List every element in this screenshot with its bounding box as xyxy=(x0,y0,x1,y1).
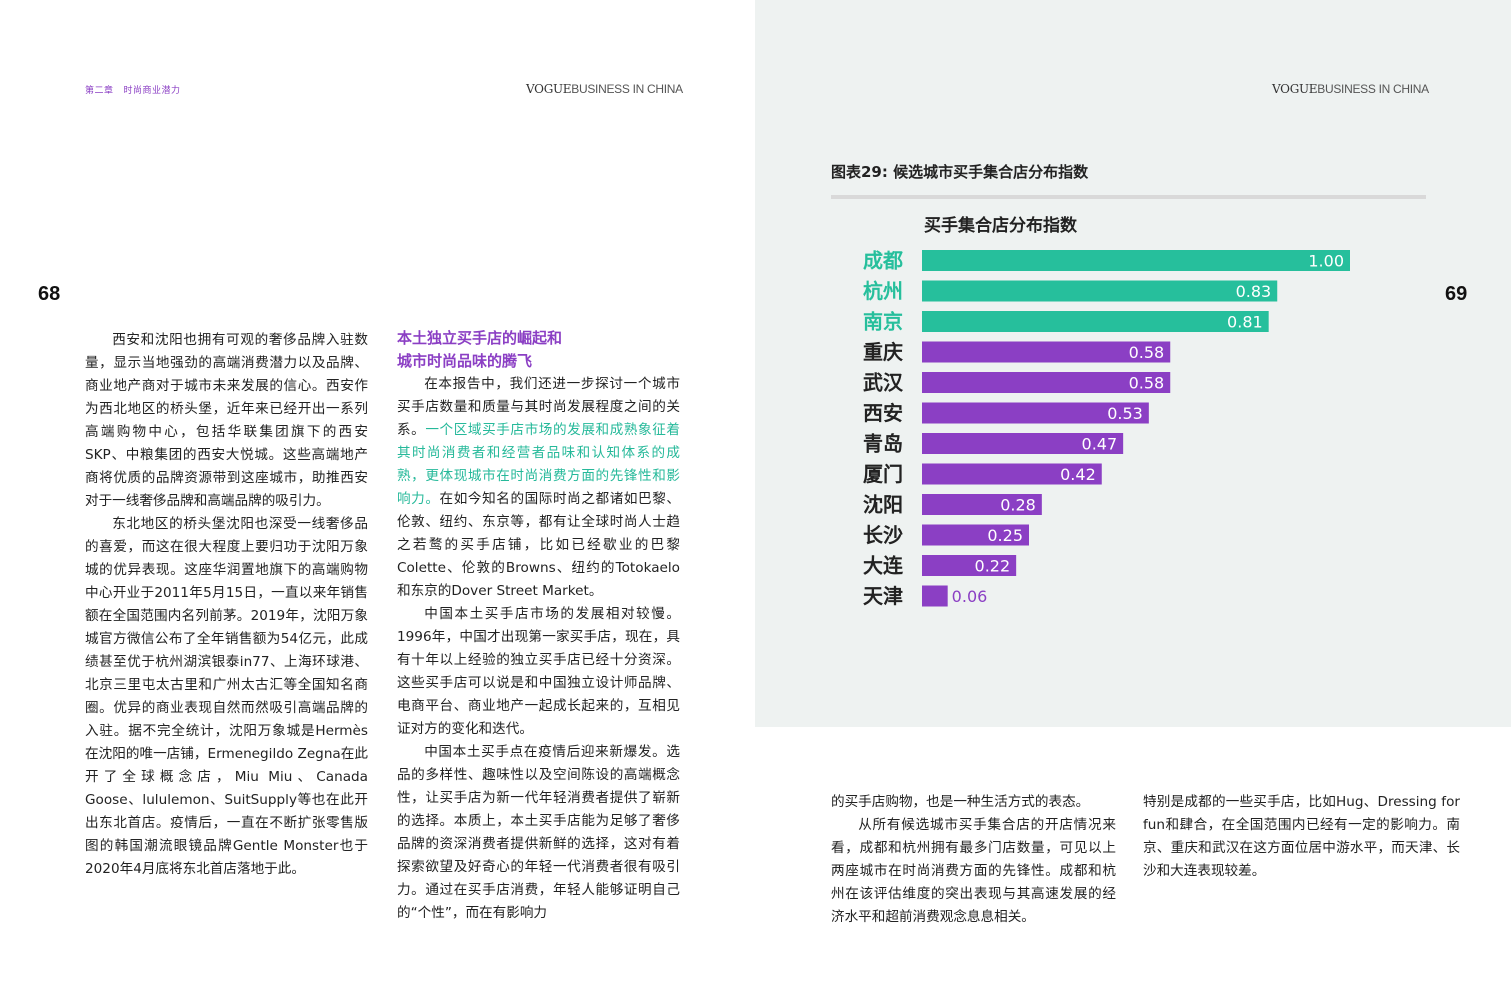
category-label: 青岛 xyxy=(863,432,903,456)
paragraph: 西安和沈阳也拥有可观的奢侈品牌入驻数量，显示当地强劲的高端消费潜力以及品牌、商业… xyxy=(85,332,368,509)
figure-title: 图表29: 候选城市买手集合店分布指数 xyxy=(831,163,1089,181)
figure-divider xyxy=(831,195,1426,199)
page-number-left: 68 xyxy=(38,283,61,305)
category-label: 成都 xyxy=(863,249,903,273)
bar xyxy=(922,524,1029,546)
category-label: 大连 xyxy=(863,554,904,578)
category-label: 沈阳 xyxy=(863,493,903,517)
value-label: 0.58 xyxy=(1129,374,1165,393)
paragraph: 从所有候选城市买手集合店的开店情况来看，成都和杭州拥有最多门店数量，可见以上两座… xyxy=(831,817,1116,925)
value-label: 0.81 xyxy=(1227,313,1263,332)
paragraph: 中国本土买手店市场的发展相对较慢。1996年，中国才出现第一家买手店，现在，具有… xyxy=(397,606,680,737)
category-label: 南京 xyxy=(863,310,903,334)
bar xyxy=(922,280,1278,302)
figure-panel-background xyxy=(755,0,1511,727)
bar xyxy=(922,402,1149,424)
value-label: 0.58 xyxy=(1129,343,1165,362)
value-label: 0.06 xyxy=(952,587,988,606)
page-number-right: 69 xyxy=(1445,283,1468,305)
category-label: 厦门 xyxy=(863,462,903,486)
masthead-left: VOGUEBUSINESS IN CHINA xyxy=(526,82,683,96)
chapter-label: 第二章 时尚商业潜力 xyxy=(85,83,191,96)
subheading-line: 本土独立买手店的崛起和 xyxy=(397,329,563,347)
paragraph: 东北地区的桥头堡沈阳也深受一线奢侈品的喜爱，而这在很大程度上要归功于沈阳万象城的… xyxy=(85,516,368,877)
category-label: 重庆 xyxy=(863,340,903,364)
masthead-bold: VOGUE xyxy=(1272,82,1318,96)
bar xyxy=(922,463,1102,485)
middle-column: 本土独立买手店的崛起和 城市时尚品味的腾飞 在本报告中，我们还进一步探讨一个城市… xyxy=(397,327,680,925)
bar xyxy=(922,311,1269,332)
paragraph: 在本报告中，我们还进一步探讨一个城市买手店数量和质量与其时尚发展程度之间的关系。… xyxy=(397,373,680,603)
masthead-light: BUSINESS IN CHINA xyxy=(1317,82,1429,96)
category-label: 武汉 xyxy=(863,371,904,395)
right-column-2: 特别是成都的一些买手店，比如Hug、Dressing for fun和肆合，在全… xyxy=(1143,791,1460,883)
highlighted-text: 一个区域买手店市场的发展和成熟象征着其时尚消费者和经营者品味和认知体系的成熟，更… xyxy=(397,422,680,507)
bar xyxy=(922,372,1171,393)
masthead-right: VOGUEBUSINESS IN CHINA xyxy=(1272,82,1429,96)
value-label: 0.22 xyxy=(975,557,1011,576)
value-label: 0.53 xyxy=(1107,404,1143,423)
left-column: 西安和沈阳也拥有可观的奢侈品牌入驻数量，显示当地强劲的高端消费潜力以及品牌、商业… xyxy=(85,329,368,881)
masthead-bold: VOGUE xyxy=(526,82,572,96)
subheading-line: 城市时尚品味的腾飞 xyxy=(397,352,533,370)
paragraph-text: 在本报告中，我们还进一步探讨一个城市买手店数量和质量与其时尚发展程度之间的关系。 xyxy=(397,376,680,438)
bar-chart: 成都 1.00 杭州 0.83 南京 0.81 重庆 0.58 武汉 0.58 西安 0.53 青岛 0.… xyxy=(863,249,1350,608)
bar xyxy=(922,250,1350,271)
category-label: 西安 xyxy=(863,401,903,425)
right-column-1: 的买手店购物，也是一种生活方式的表态。 从所有候选城市买手集合店的开店情况来看，… xyxy=(831,791,1116,929)
paragraph: 的买手店购物，也是一种生活方式的表态。 xyxy=(831,794,1090,810)
category-label: 杭州 xyxy=(863,279,903,303)
category-label: 天津 xyxy=(863,584,903,608)
value-label: 1.00 xyxy=(1308,252,1344,271)
masthead-light: BUSINESS IN CHINA xyxy=(571,82,683,96)
paragraph: 特别是成都的一些买手店，比如Hug、Dressing for fun和肆合，在全… xyxy=(1143,794,1460,879)
paragraph: 中国本土买手点在疫情后迎来新爆发。选品的多样性、趣味性以及空间陈设的高端概念性，… xyxy=(397,744,680,921)
section-subheading: 本土独立买手店的崛起和 城市时尚品味的腾飞 xyxy=(397,327,680,373)
chart-title: 买手集合店分布指数 xyxy=(924,216,1077,236)
value-label: 0.47 xyxy=(1082,435,1118,454)
bar xyxy=(922,555,1017,576)
bar xyxy=(922,494,1042,515)
category-label: 长沙 xyxy=(863,523,903,547)
value-label: 0.42 xyxy=(1060,465,1096,484)
bar xyxy=(922,433,1124,454)
value-label: 0.28 xyxy=(1000,496,1036,515)
chapter-section: 时尚商业潜力 xyxy=(123,86,181,96)
chapter-number: 第二章 xyxy=(85,86,114,96)
value-label: 0.25 xyxy=(987,526,1023,545)
paragraph-text: 在如今知名的国际时尚之都诸如巴黎、伦敦、纽约、东京等，都有让全球时尚人士趋之若鹜… xyxy=(397,491,681,599)
bar xyxy=(922,585,948,607)
bar xyxy=(922,341,1171,363)
value-label: 0.83 xyxy=(1236,282,1272,301)
